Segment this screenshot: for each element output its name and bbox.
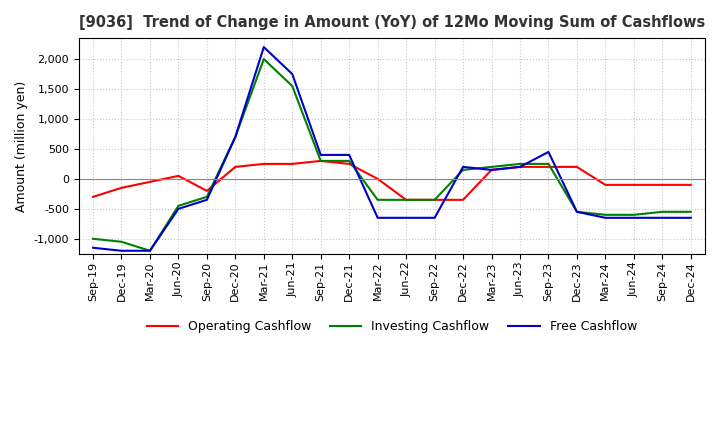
Free Cashflow	[516, 164, 524, 169]
Free Cashflow	[231, 134, 240, 139]
Operating Cashflow	[117, 185, 126, 191]
Free Cashflow	[259, 44, 268, 50]
Free Cashflow	[402, 215, 410, 220]
Operating Cashflow	[231, 164, 240, 169]
Operating Cashflow	[145, 179, 154, 184]
Title: [9036]  Trend of Change in Amount (YoY) of 12Mo Moving Sum of Cashflows: [9036] Trend of Change in Amount (YoY) o…	[78, 15, 705, 30]
Line: Investing Cashflow: Investing Cashflow	[93, 59, 690, 251]
Line: Free Cashflow: Free Cashflow	[93, 47, 690, 251]
Investing Cashflow	[544, 161, 553, 167]
Investing Cashflow	[572, 209, 581, 214]
Investing Cashflow	[145, 248, 154, 253]
Legend: Operating Cashflow, Investing Cashflow, Free Cashflow: Operating Cashflow, Investing Cashflow, …	[142, 315, 642, 338]
Line: Operating Cashflow: Operating Cashflow	[93, 161, 690, 200]
Operating Cashflow	[89, 194, 97, 199]
Free Cashflow	[629, 215, 638, 220]
Investing Cashflow	[516, 161, 524, 167]
Investing Cashflow	[202, 194, 211, 199]
Free Cashflow	[686, 215, 695, 220]
Operating Cashflow	[629, 182, 638, 187]
Investing Cashflow	[686, 209, 695, 214]
Investing Cashflow	[374, 197, 382, 202]
Investing Cashflow	[629, 212, 638, 217]
Operating Cashflow	[431, 197, 439, 202]
Operating Cashflow	[174, 173, 183, 179]
Operating Cashflow	[601, 182, 610, 187]
Free Cashflow	[459, 164, 467, 169]
Operating Cashflow	[658, 182, 667, 187]
Operating Cashflow	[259, 161, 268, 167]
Free Cashflow	[572, 209, 581, 214]
Operating Cashflow	[459, 197, 467, 202]
Investing Cashflow	[288, 84, 297, 89]
Operating Cashflow	[487, 167, 496, 172]
Free Cashflow	[487, 167, 496, 172]
Y-axis label: Amount (million yen): Amount (million yen)	[15, 81, 28, 212]
Investing Cashflow	[459, 167, 467, 172]
Investing Cashflow	[117, 239, 126, 244]
Investing Cashflow	[402, 197, 410, 202]
Investing Cashflow	[259, 56, 268, 62]
Investing Cashflow	[316, 158, 325, 164]
Operating Cashflow	[288, 161, 297, 167]
Operating Cashflow	[516, 164, 524, 169]
Investing Cashflow	[231, 134, 240, 139]
Free Cashflow	[544, 149, 553, 154]
Free Cashflow	[601, 215, 610, 220]
Operating Cashflow	[202, 188, 211, 194]
Operating Cashflow	[572, 164, 581, 169]
Operating Cashflow	[686, 182, 695, 187]
Free Cashflow	[316, 152, 325, 158]
Investing Cashflow	[174, 203, 183, 209]
Free Cashflow	[374, 215, 382, 220]
Operating Cashflow	[316, 158, 325, 164]
Free Cashflow	[345, 152, 354, 158]
Operating Cashflow	[345, 161, 354, 167]
Free Cashflow	[117, 248, 126, 253]
Operating Cashflow	[544, 164, 553, 169]
Free Cashflow	[202, 197, 211, 202]
Operating Cashflow	[374, 176, 382, 182]
Free Cashflow	[431, 215, 439, 220]
Free Cashflow	[658, 215, 667, 220]
Free Cashflow	[89, 245, 97, 250]
Investing Cashflow	[431, 197, 439, 202]
Free Cashflow	[145, 248, 154, 253]
Investing Cashflow	[89, 236, 97, 242]
Investing Cashflow	[345, 158, 354, 164]
Free Cashflow	[174, 206, 183, 212]
Investing Cashflow	[487, 164, 496, 169]
Free Cashflow	[288, 71, 297, 77]
Investing Cashflow	[658, 209, 667, 214]
Operating Cashflow	[402, 197, 410, 202]
Investing Cashflow	[601, 212, 610, 217]
